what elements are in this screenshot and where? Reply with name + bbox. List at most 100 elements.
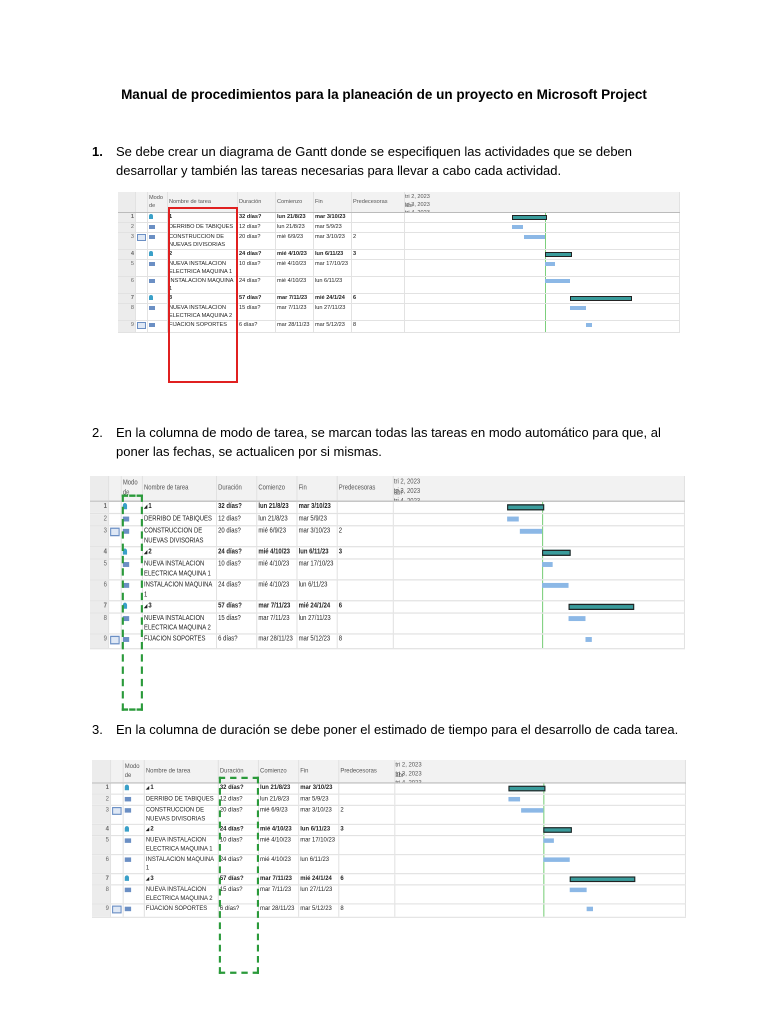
indicator-cell bbox=[111, 824, 124, 836]
calendar-icon bbox=[112, 807, 122, 815]
summary-bar bbox=[544, 252, 572, 257]
duration: 15 días? bbox=[217, 613, 258, 634]
column-header: Nombre de tarea bbox=[143, 476, 218, 501]
summary-bar bbox=[512, 215, 547, 220]
start-date: mié 4/10/23 bbox=[259, 855, 300, 874]
task-row: 6 INSTALACION MAQUINA 1 24 días? mié 4/10/2… bbox=[92, 855, 686, 875]
task-name: DERRIBO DE TABIQUES bbox=[145, 794, 219, 805]
duration: 24 días? bbox=[217, 580, 258, 601]
row-id: 8 bbox=[92, 885, 112, 904]
start-date: mar 7/11/23 bbox=[257, 613, 298, 634]
header-cell bbox=[90, 476, 110, 501]
month-row: abrmayjunjulagosepoctnovdicenefebmar bbox=[395, 771, 685, 782]
task-bar bbox=[570, 306, 587, 310]
mode-icon bbox=[124, 857, 132, 862]
predecessors bbox=[339, 855, 396, 874]
predecessors bbox=[338, 501, 394, 513]
calendar-icon bbox=[110, 635, 120, 645]
today-line bbox=[541, 559, 543, 580]
gantt-table: Modo de Nombre de tarea Duración Comienzo Fi… bbox=[118, 192, 680, 384]
start-date: mié 4/10/23 bbox=[257, 580, 298, 601]
today-line bbox=[543, 836, 545, 855]
task-row: 8 NUEVA INSTALACION ELECTRICA MAQUINA 2 15… bbox=[90, 613, 685, 635]
predecessors: 8 bbox=[338, 634, 394, 649]
indicator-cell bbox=[109, 601, 122, 613]
task-row: 8 NUEVA INSTALACION ELECTRICA MAQUINA 2 15… bbox=[118, 304, 680, 321]
duration: 10 días? bbox=[238, 260, 276, 276]
duration: 20 días? bbox=[217, 526, 258, 547]
timeline-cell bbox=[394, 547, 685, 559]
predecessors bbox=[338, 559, 394, 580]
predecessors: 3 bbox=[352, 250, 405, 259]
mode-cell bbox=[124, 794, 145, 805]
calendar-icon bbox=[137, 234, 146, 241]
task-name: INSTALACION MAQUINA 1 bbox=[143, 580, 218, 601]
row-id: 4 bbox=[90, 547, 110, 559]
predecessors: 6 bbox=[352, 294, 405, 303]
indicator-cell bbox=[111, 783, 124, 794]
finish-date: mar 17/10/23 bbox=[298, 559, 338, 580]
finish-date: mié 24/1/24 bbox=[299, 874, 340, 885]
timeline-cell bbox=[405, 277, 680, 293]
month-label: abr bbox=[393, 489, 403, 497]
predecessors bbox=[339, 885, 396, 904]
task-name: 3 bbox=[145, 874, 219, 885]
finish-date: lun 6/11/23 bbox=[314, 277, 352, 293]
month-row: abrmayjunjulagosepoctnovdicenefebmar bbox=[405, 202, 679, 212]
header-cell bbox=[109, 476, 122, 501]
duration: 24 días? bbox=[217, 547, 258, 559]
task-name: 3 bbox=[143, 601, 218, 613]
row-id: 9 bbox=[90, 634, 110, 649]
task-bar bbox=[507, 516, 520, 522]
indicator-cell bbox=[109, 547, 122, 559]
column-header: Nombre de tarea bbox=[168, 192, 238, 212]
finish-date: mar 5/12/23 bbox=[314, 321, 352, 332]
start-date: lun 21/8/23 bbox=[259, 794, 300, 805]
row-id: 7 bbox=[118, 294, 136, 303]
timeline-cell bbox=[394, 526, 685, 547]
task-name: 2 bbox=[145, 824, 219, 836]
step: 2. En la columna de modo de tarea, se mar… bbox=[92, 423, 692, 461]
today-line bbox=[543, 794, 545, 805]
table-header: Modo de Nombre de tarea Duración Comienzo Fi… bbox=[90, 476, 685, 502]
predecessors bbox=[338, 613, 394, 634]
task-row: 2 DERRIBO DE TABIQUES 12 días? lun 21/8/23 m… bbox=[90, 514, 685, 527]
screenshot: Modo de Nombre de tarea Duración Comienzo Fi… bbox=[118, 192, 680, 384]
start-date: mié 6/9/23 bbox=[257, 526, 298, 547]
column-header: Predecesoras bbox=[338, 476, 394, 501]
mode-icon bbox=[122, 637, 130, 642]
finish-date: mar 3/10/23 bbox=[298, 501, 338, 513]
task-bar bbox=[543, 838, 554, 843]
month-label: abr bbox=[405, 203, 414, 209]
mode-icon bbox=[122, 582, 130, 588]
mode-cell bbox=[124, 783, 145, 794]
today-line bbox=[541, 514, 543, 526]
calendar-icon bbox=[137, 322, 146, 329]
summary-bar bbox=[507, 504, 544, 511]
task-name: NUEVA INSTALACION ELECTRICA MAQUINA 2 bbox=[143, 613, 218, 634]
column-header: Nombre de tarea bbox=[145, 760, 219, 783]
row-id: 3 bbox=[92, 805, 112, 824]
task-row: 9 FIJACION SOPORTES 6 días? mar 28/11/23 mar… bbox=[90, 634, 685, 650]
mode-icon bbox=[122, 503, 128, 510]
today-line bbox=[541, 634, 543, 649]
start-date: mar 28/11/23 bbox=[257, 634, 298, 649]
step: 3. En la columna de duración se debe pone… bbox=[92, 720, 692, 739]
indicator-cell bbox=[136, 213, 148, 222]
summary-bar bbox=[570, 296, 632, 301]
quarter-label: tri 2, 2023 bbox=[393, 478, 421, 486]
task-name: 1 bbox=[145, 783, 219, 794]
mode-cell bbox=[148, 294, 168, 303]
task-bar bbox=[544, 279, 570, 283]
predecessors bbox=[338, 580, 394, 601]
predecessors bbox=[339, 836, 396, 855]
indicator-cell bbox=[111, 904, 124, 917]
row-id: 1 bbox=[90, 501, 110, 513]
timeline-cell bbox=[395, 855, 686, 874]
